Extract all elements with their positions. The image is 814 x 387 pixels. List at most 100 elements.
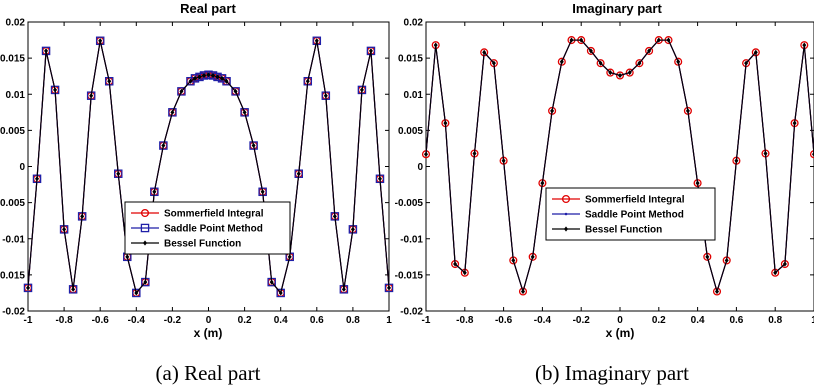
data-point: [491, 60, 496, 66]
chart-title: Real part: [180, 1, 236, 16]
data-point: [763, 150, 768, 157]
data-point: [433, 42, 438, 48]
data-point: [705, 254, 710, 260]
legend-label: Sommerfield Integral: [585, 195, 685, 206]
x-tick-label: -0.2: [573, 315, 591, 326]
data-point: [231, 87, 240, 96]
data-point: [676, 59, 681, 65]
data-point: [618, 72, 622, 79]
data-point: [312, 36, 322, 46]
data-point: [453, 261, 458, 267]
data-point: [462, 270, 467, 276]
legend-entry: Bessel Function: [131, 239, 241, 250]
data-point: [192, 75, 197, 81]
x-axis: -1 -0.8 -0.6 -0.4 -0.2 0 0.2 0.4 0.6 0.8 1: [422, 22, 814, 326]
y-tick-label: 0.015: [398, 54, 423, 65]
data-point: [637, 60, 642, 66]
data-point: [518, 287, 528, 296]
legend-entry: Sommerfield Integral: [131, 209, 264, 220]
y-tick-label: 0: [19, 162, 25, 173]
data-point: [220, 75, 225, 81]
data-point: [443, 120, 448, 126]
y-tick-label: 0.01: [404, 90, 424, 101]
data-point: [368, 48, 373, 54]
data-point: [195, 72, 204, 82]
data-point: [143, 279, 148, 285]
data-point: [734, 158, 739, 164]
figure-caption: (a) Real part: [156, 361, 261, 385]
x-tick-label: 0.2: [238, 315, 252, 326]
x-tick-label: -0.4: [534, 315, 552, 326]
data-point: [645, 46, 654, 55]
data-point: [249, 141, 258, 150]
x-tick-label: -1: [422, 315, 431, 326]
data-point: [188, 78, 193, 84]
data-point: [132, 288, 141, 298]
y-tick-label: -0.005: [395, 198, 424, 209]
y-tick-label: 0.01: [6, 90, 26, 101]
data-point: [222, 76, 231, 86]
data-point: [53, 87, 58, 93]
data-point: [674, 57, 683, 66]
data-point: [71, 286, 76, 292]
data-point: [586, 46, 595, 55]
data-point: [511, 257, 516, 264]
data-point: [98, 38, 103, 44]
y-tick-label: -0.02: [400, 307, 423, 318]
data-point: [350, 226, 355, 232]
data-point: [569, 37, 574, 43]
data-point: [564, 226, 568, 232]
legend-entry: Bessel Function: [552, 225, 662, 236]
data-point: [197, 74, 202, 80]
y-tick-label: 0.005: [0, 126, 25, 137]
data-point: [608, 69, 613, 76]
x-tick-label: 0: [206, 315, 212, 326]
data-point: [276, 288, 285, 298]
data-point: [159, 141, 168, 150]
data-point: [314, 38, 319, 44]
data-point: [647, 48, 652, 54]
y-tick-label: -0.015: [395, 270, 424, 281]
chart-title: Imaginary part: [572, 1, 662, 16]
plot-area: [425, 21, 814, 312]
data-point: [170, 109, 175, 115]
figure-caption: (b) Imaginary part: [535, 361, 689, 385]
data-point: [269, 279, 274, 285]
series-group: [23, 36, 394, 298]
y-tick-label: 0.02: [6, 18, 26, 29]
data-point: [561, 194, 571, 204]
y-tick-label: 0: [417, 162, 423, 173]
data-point: [685, 108, 690, 114]
data-point: [296, 171, 301, 177]
x-tick-label: 0: [617, 315, 623, 326]
y-tick-label: -0.02: [2, 307, 25, 318]
data-point: [579, 37, 584, 43]
x-tick-label: 0.8: [346, 315, 360, 326]
data-point: [186, 76, 195, 86]
data-point: [125, 254, 130, 260]
y-tick-label: -0.005: [0, 198, 25, 209]
x-tick-label: 0.6: [310, 315, 324, 326]
y-tick-label: 0.005: [398, 126, 423, 137]
y-axis: -0.02 -0.015 -0.01 -0.005 0 0.005 0.01 0.015 0.0…: [395, 18, 814, 318]
y-tick-label: 0.015: [0, 54, 25, 65]
x-tick-label: -0.6: [92, 315, 110, 326]
data-point: [116, 171, 121, 177]
data-point: [140, 223, 150, 233]
data-point: [80, 213, 85, 219]
data-point: [635, 59, 644, 68]
data-point: [260, 189, 265, 195]
data-point: [211, 72, 216, 79]
data-point: [666, 37, 671, 43]
data-point: [44, 48, 49, 54]
data-point: [190, 74, 200, 83]
data-point: [224, 78, 229, 84]
data-point: [26, 285, 30, 291]
x-axis-label: x (m): [606, 326, 635, 340]
data-point: [89, 93, 94, 99]
legend: Sommerfield Integral Saddle Point Method B…: [545, 187, 716, 241]
x-tick-label: 0.4: [274, 315, 288, 326]
data-point: [242, 109, 247, 115]
legend-entry: Sommerfield Integral: [552, 195, 685, 206]
data-point: [387, 285, 391, 291]
